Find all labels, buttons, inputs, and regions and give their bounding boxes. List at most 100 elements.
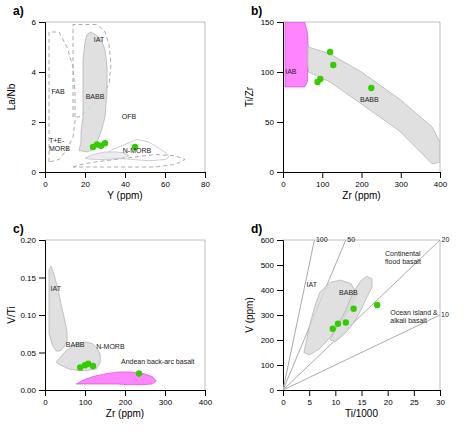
tick-mark (165, 172, 166, 178)
tick-mark (440, 172, 441, 178)
y-axis: 050100150 (261, 18, 284, 177)
tick: 600 (261, 236, 283, 245)
x-axis: 051015202530 (281, 390, 445, 407)
axis-line (277, 23, 284, 173)
tick-mark (362, 390, 363, 396)
panel: 0510152025300100200300400500600102050100… (244, 222, 449, 419)
field-area (285, 22, 309, 87)
tick-label: 0 (32, 168, 37, 177)
tick-mark (125, 172, 126, 178)
tick-mark (205, 390, 206, 396)
annotation: N-MORB (123, 147, 152, 154)
tick-label: 2 (32, 118, 37, 127)
tick-label: 0 (43, 180, 48, 189)
tick-mark (309, 390, 310, 396)
tick-mark (125, 390, 126, 396)
frame (45, 240, 205, 241)
y-axis: 0100200300400500600 (261, 236, 284, 395)
tick-mark (414, 390, 415, 396)
tick-mark (277, 390, 283, 391)
y-axis-title: La/Nb (6, 83, 17, 110)
plot-area (285, 22, 440, 164)
tick-label: 0.20 (20, 236, 36, 245)
tick: 0 (43, 172, 48, 189)
tick-label: 0 (43, 398, 48, 407)
tick: 5 (307, 390, 312, 407)
field-outline (49, 32, 75, 162)
y-axis-title: V (ppm) (244, 297, 255, 333)
tick: 2 (32, 118, 45, 127)
annotation: BABB (86, 93, 105, 100)
tick: 80 (201, 172, 210, 189)
tick-label: 100 (316, 180, 330, 189)
tick: 0.20 (20, 236, 45, 245)
x-axis-title: Ti/1000 (345, 408, 378, 419)
point (330, 326, 336, 332)
field-outline (283, 240, 440, 390)
tick-label: 0.05 (20, 349, 36, 358)
tick: 10 (331, 390, 340, 407)
annotation: IAT (307, 281, 318, 288)
y-axis: 0.00 0.05 0.10 0.15 0.20 (20, 236, 45, 395)
tick-label: 0.10 (20, 311, 36, 320)
panel: 0100200300400050100150IABBABBZr (ppm)Ti/… (244, 4, 448, 201)
axis-line (39, 241, 46, 391)
tick-label: 100 (261, 361, 275, 370)
frame (205, 240, 206, 390)
tick: 200 (119, 390, 133, 407)
tick-mark (39, 122, 45, 123)
point (350, 306, 356, 312)
tick: 400 (434, 172, 448, 189)
annotation: T+E-MORB (49, 137, 70, 152)
annotation: IAB (285, 68, 297, 75)
annotations: IAB BABB (285, 68, 379, 103)
annotation: IAT (51, 285, 62, 292)
tick: 60 (161, 172, 170, 189)
field-area (56, 342, 100, 371)
annotation: BABB (360, 96, 379, 103)
tick-label: 500 (261, 261, 275, 270)
x-axis: 0100200300400 (281, 172, 447, 189)
tick: 0 (281, 390, 286, 407)
tick-label: 20 (384, 398, 393, 407)
point (368, 85, 374, 91)
tick-mark (277, 365, 283, 366)
panel: 0204060800246IATFABBABBOFBT+E-MORBN-MORB… (6, 4, 210, 201)
tick-label: 80 (201, 180, 210, 189)
tick-mark (39, 315, 45, 316)
axis-line (284, 391, 441, 397)
tick-label: 0 (281, 398, 286, 407)
figure: 0204060800246IATFABBABBOFBT+E-MORBN-MORB… (0, 0, 474, 441)
frame (283, 22, 440, 23)
annotation: IAT (94, 36, 105, 43)
x-axis: 0100200300400 (43, 390, 212, 407)
tick-label: 0.00 (20, 386, 36, 395)
tick-label: 15 (358, 398, 367, 407)
point (374, 302, 380, 308)
field-area (76, 372, 156, 385)
tick-label: 400 (199, 398, 213, 407)
y-axis-title: V/Ti (6, 306, 17, 323)
tick-label: 10 (331, 398, 340, 407)
tick-label: 200 (119, 398, 133, 407)
tick-mark (85, 390, 86, 396)
field-area (49, 266, 67, 351)
tick-label: 0.15 (20, 274, 36, 283)
tick-label: 400 (434, 180, 448, 189)
tick-mark (39, 72, 45, 73)
point (335, 321, 341, 327)
panel: 01002003004000.000.050.100.150.20IATBABB… (6, 222, 213, 419)
tick: 40 (121, 172, 130, 189)
tick: 30 (436, 390, 445, 407)
tick-mark (39, 278, 45, 279)
tick-mark (401, 172, 402, 178)
annotations: IATBABBN-MORBAndean back-arc basalt (51, 285, 195, 365)
axis-line (39, 23, 46, 173)
y-axis-title: Ti/Zr (244, 86, 255, 107)
annotation: 100 (316, 236, 328, 243)
axis-line (284, 173, 441, 179)
panel-title: d) (251, 222, 262, 236)
tick-mark (440, 390, 441, 396)
tick: 0 (270, 386, 283, 395)
tick-label: 4 (32, 68, 37, 77)
